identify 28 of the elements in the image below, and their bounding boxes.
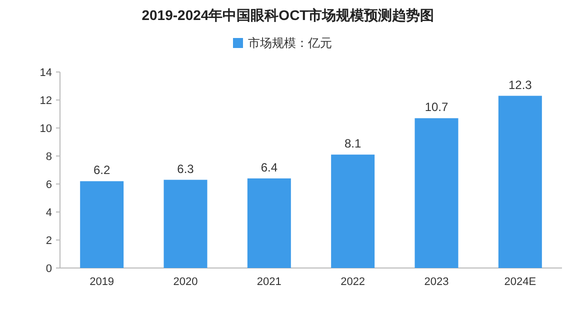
y-tick-label: 2 <box>46 235 52 247</box>
bar <box>414 118 458 268</box>
y-tick-label: 4 <box>46 207 52 219</box>
x-tick-label: 2024E <box>504 276 536 288</box>
y-tick-label: 0 <box>46 263 52 275</box>
data-label: 12.3 <box>508 78 532 92</box>
chart-title: 2019-2024年中国眼科OCT市场规模预测趋势图 <box>142 7 434 23</box>
data-label: 6.4 <box>260 160 278 174</box>
bar <box>247 178 291 268</box>
y-tick-label: 8 <box>46 151 52 163</box>
y-tick-label: 6 <box>46 179 52 191</box>
y-tick-label: 14 <box>40 67 52 79</box>
x-tick-label: 2021 <box>256 276 282 288</box>
x-tick-label: 2023 <box>424 276 449 288</box>
y-tick-label: 12 <box>40 95 52 107</box>
x-tick-label: 2020 <box>173 276 198 288</box>
bar <box>498 96 542 268</box>
y-tick-label: 10 <box>40 123 52 135</box>
x-tick-label: 2019 <box>90 276 114 288</box>
data-label: 10.7 <box>424 100 448 114</box>
legend-label: 市场规模：亿元 <box>248 36 332 50</box>
bar <box>331 154 375 268</box>
data-label: 8.1 <box>344 136 362 151</box>
bar <box>164 180 208 268</box>
bar <box>80 181 124 268</box>
x-tick-label: 2022 <box>340 276 366 288</box>
data-label: 6.3 <box>177 162 194 176</box>
data-label: 6.2 <box>93 163 110 178</box>
